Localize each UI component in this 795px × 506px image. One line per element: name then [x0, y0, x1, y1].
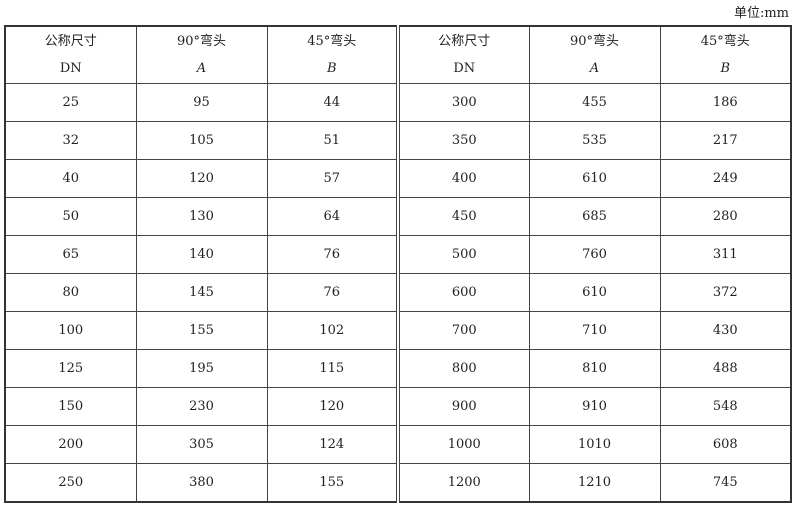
table-cell: 155	[135, 311, 268, 350]
table-cell: 155	[266, 463, 400, 503]
column-header: 45°弯头 B	[266, 25, 400, 84]
table-cell: 548	[659, 387, 792, 426]
table-cell: 1200	[397, 463, 530, 503]
table-cell: 380	[135, 463, 268, 503]
table-row: 25 95 44 300 455 186	[4, 83, 792, 122]
table-cell: 710	[528, 311, 661, 350]
header-symbol: B	[720, 61, 731, 76]
table-cell: 124	[266, 425, 400, 464]
table-cell: 311	[659, 235, 792, 274]
table-cell: 700	[397, 311, 530, 350]
table-cell: 115	[266, 349, 400, 388]
table-cell: 120	[266, 387, 400, 426]
header-title: 90°弯头	[176, 34, 227, 49]
table-cell: 300	[397, 83, 530, 122]
header-title: 公称尺寸	[438, 34, 491, 49]
table-row: 65 140 76 500 760 311	[4, 235, 792, 274]
table-row: 100 155 102 700 710 430	[4, 311, 792, 350]
table-row: 200 305 124 1000 1010 608	[4, 425, 792, 464]
table-cell: 120	[135, 159, 268, 198]
table-cell: 195	[135, 349, 268, 388]
table-cell: 140	[135, 235, 268, 274]
table-cell: 250	[4, 463, 137, 503]
table-cell: 145	[135, 273, 268, 312]
column-header: 90°弯头 A	[135, 25, 268, 84]
table-row: 50 130 64 450 685 280	[4, 197, 792, 236]
table-cell: 50	[4, 197, 137, 236]
header-symbol: B	[326, 61, 337, 76]
table-cell: 102	[266, 311, 400, 350]
header-title: 45°弯头	[307, 34, 357, 49]
table-cell: 350	[397, 121, 530, 160]
table-cell: 150	[4, 387, 137, 426]
table-cell: 535	[528, 121, 661, 160]
header-symbol: DN	[59, 61, 82, 76]
table-cell: 610	[528, 273, 661, 312]
header-symbol: A	[589, 61, 600, 76]
table-cell: 100	[4, 311, 137, 350]
header-title: 90°弯头	[569, 34, 620, 49]
table-cell: 488	[659, 349, 792, 388]
column-header: 90°弯头 A	[528, 25, 661, 84]
table-cell: 76	[266, 273, 400, 312]
table-cell: 40	[4, 159, 137, 198]
table-cell: 249	[659, 159, 792, 198]
table-cell: 455	[528, 83, 661, 122]
unit-label: 单位:mm	[733, 6, 789, 21]
table-cell: 305	[135, 425, 268, 464]
table-row: 250 380 155 1200 1210 745	[4, 463, 792, 503]
elbow-dimension-table: 公称尺寸 DN 90°弯头 A 45°弯头 B 公称尺寸 DN 90°弯头 A 45°弯头 B 25 9…	[4, 25, 792, 503]
table-cell: 760	[528, 235, 661, 274]
table-cell: 80	[4, 273, 137, 312]
table-cell: 105	[135, 121, 268, 160]
table-cell: 64	[266, 197, 400, 236]
header-title: 45°弯头	[700, 34, 750, 49]
table-cell: 200	[4, 425, 137, 464]
table-cell: 685	[528, 197, 661, 236]
header-symbol: DN	[453, 61, 476, 76]
table-cell: 1000	[397, 425, 530, 464]
table-cell: 32	[4, 121, 137, 160]
table-cell: 217	[659, 121, 792, 160]
table-cell: 230	[135, 387, 268, 426]
header-symbol: A	[196, 61, 207, 76]
table-cell: 57	[266, 159, 400, 198]
table-row: 150 230 120 900 910 548	[4, 387, 792, 426]
table-cell: 372	[659, 273, 792, 312]
column-header: 45°弯头 B	[659, 25, 792, 84]
table-row: 125 195 115 800 810 488	[4, 349, 792, 388]
table-cell: 44	[266, 83, 400, 122]
column-header: 公称尺寸 DN	[4, 25, 137, 84]
table-cell: 500	[397, 235, 530, 274]
table-cell: 1010	[528, 425, 661, 464]
table-cell: 430	[659, 311, 792, 350]
table-cell: 280	[659, 197, 792, 236]
table-cell: 25	[4, 83, 137, 122]
header-title: 公称尺寸	[44, 34, 97, 49]
table-cell: 51	[266, 121, 400, 160]
table-cell: 1210	[528, 463, 661, 503]
column-header: 公称尺寸 DN	[397, 25, 530, 84]
table-cell: 125	[4, 349, 137, 388]
table-row: 80 145 76 600 610 372	[4, 273, 792, 312]
table-cell: 76	[266, 235, 400, 274]
table-cell: 186	[659, 83, 792, 122]
table-cell: 600	[397, 273, 530, 312]
table-cell: 610	[528, 159, 661, 198]
table-cell: 910	[528, 387, 661, 426]
table-cell: 400	[397, 159, 530, 198]
table-cell: 450	[397, 197, 530, 236]
table-cell: 65	[4, 235, 137, 274]
table-cell: 608	[659, 425, 792, 464]
table-cell: 800	[397, 349, 530, 388]
table-cell: 130	[135, 197, 268, 236]
table-row: 32 105 51 350 535 217	[4, 121, 792, 160]
table-cell: 95	[135, 83, 268, 122]
table-row: 40 120 57 400 610 249	[4, 159, 792, 198]
table-cell: 745	[659, 463, 792, 503]
header-row: 公称尺寸 DN 90°弯头 A 45°弯头 B 公称尺寸 DN 90°弯头 A 45°弯头 B	[4, 25, 792, 84]
table-cell: 810	[528, 349, 661, 388]
table-cell: 900	[397, 387, 530, 426]
